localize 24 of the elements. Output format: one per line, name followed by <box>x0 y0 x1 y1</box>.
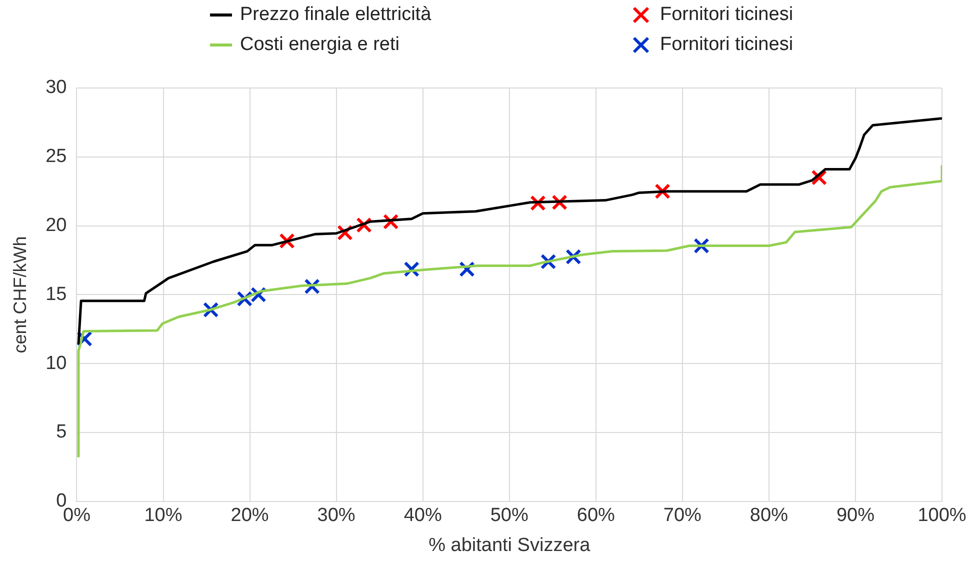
x-tick-label: 0% <box>63 505 91 526</box>
x-tick-label: 40% <box>404 505 442 526</box>
y-tick-label: 20 <box>46 215 67 236</box>
y-tick-label: 15 <box>46 284 67 305</box>
x-tick-label: 10% <box>144 505 182 526</box>
legend-label: Prezzo finale elettricità <box>240 4 432 26</box>
point <box>811 170 827 186</box>
legend-label: Costi energia e reti <box>240 34 400 56</box>
legend-label: Fornitori ticinesi <box>660 34 794 56</box>
x-tick-label: 60% <box>576 505 616 526</box>
x-tick-label: 20% <box>230 505 269 526</box>
x-tick-label: 90% <box>836 505 875 526</box>
y-tick-label: 25 <box>46 146 67 168</box>
y-tick-label: 10 <box>46 352 67 374</box>
y-axis-title: cent CHF/kWh <box>10 236 30 354</box>
x-tick-label: 100% <box>918 505 966 526</box>
x-tick-label: 80% <box>750 505 788 526</box>
x-tick-label: 50% <box>490 505 528 526</box>
x-tick-label: 70% <box>663 505 702 526</box>
x-tick-label: 30% <box>317 505 356 526</box>
y-tick-label: 5 <box>56 422 67 443</box>
x-axis-title: % abitanti Svizzera <box>428 534 591 556</box>
legend-label: Fornitori ticinesi <box>660 4 794 26</box>
y-tick-label: 30 <box>46 77 67 98</box>
